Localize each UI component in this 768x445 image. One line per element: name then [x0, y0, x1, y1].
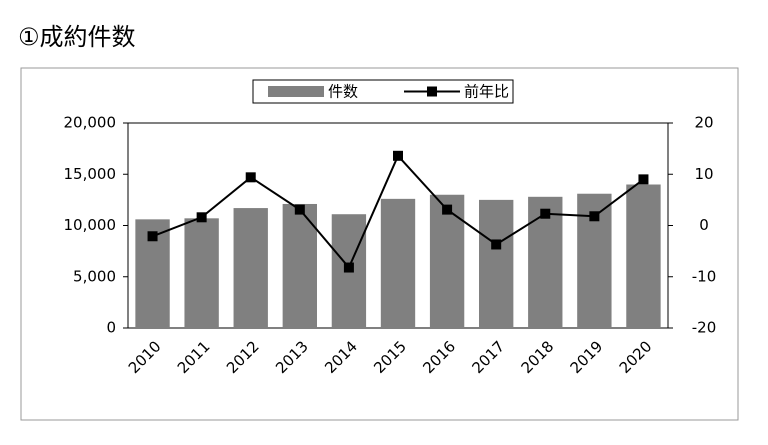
marker	[540, 208, 551, 219]
legend-label: 件数	[328, 83, 358, 101]
y-tick-label: 10,000	[64, 216, 117, 234]
bar	[233, 208, 268, 328]
bar	[479, 199, 514, 328]
chart-title: ①成約件数	[18, 23, 136, 51]
marker	[196, 212, 207, 223]
y2-tick-label: 20	[694, 114, 713, 132]
y2-tick-label: -10	[692, 267, 717, 285]
x-tick-label: 2018	[518, 337, 558, 377]
marker	[491, 239, 502, 250]
y2-tick-label: 10	[694, 165, 713, 183]
marker	[294, 204, 305, 215]
x-tick-label: 2017	[468, 337, 508, 377]
x-tick-label: 2020	[616, 337, 656, 377]
bar	[626, 184, 661, 328]
x-tick-label: 2014	[321, 337, 361, 377]
marker	[638, 174, 649, 185]
x-tick-label: 2011	[174, 337, 214, 377]
y2-tick-label: -20	[692, 319, 717, 337]
y-tick-label: 15,000	[64, 165, 117, 183]
y-tick-label: 20,000	[64, 114, 117, 132]
x-tick-label: 2016	[419, 337, 459, 377]
bar	[429, 194, 465, 328]
marker	[589, 211, 600, 222]
marker	[147, 231, 158, 242]
x-tick-label: 2012	[223, 337, 263, 377]
x-tick-label: 2019	[567, 337, 607, 377]
marker	[245, 172, 256, 183]
x-tick-label: 2015	[370, 337, 410, 377]
x-tick-label: 2013	[272, 337, 312, 377]
y2-tick-label: 0	[699, 216, 709, 234]
legend-marker	[427, 86, 437, 97]
marker	[343, 262, 354, 273]
x-tick-label: 2010	[125, 337, 165, 377]
marker	[442, 204, 453, 215]
legend-box	[252, 79, 514, 104]
marker	[393, 150, 403, 161]
legend-label: 前年比	[464, 83, 509, 101]
bar	[184, 218, 219, 328]
bar	[380, 198, 416, 328]
y-tick-label: 0	[106, 319, 116, 337]
legend-swatch	[268, 86, 324, 97]
chart-frame	[20, 67, 739, 421]
y-tick-label: 5,000	[73, 267, 116, 285]
